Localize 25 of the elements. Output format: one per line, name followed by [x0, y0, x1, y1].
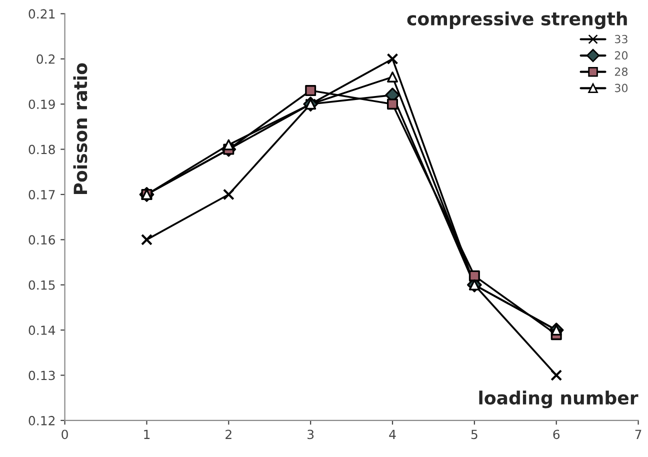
x-tick-label: 3 — [308, 430, 314, 440]
x-tick-label: 2 — [226, 430, 232, 439]
y-tick-label: 0.12 — [28, 416, 55, 426]
y-tick-label: 0.17 — [28, 190, 55, 200]
x-axis-title: loading number — [479, 390, 638, 408]
x-tick-label: 5 — [471, 430, 478, 440]
y-tick-label: 0.18 — [28, 144, 55, 154]
x-tick-label: 0 — [62, 430, 68, 440]
y-tick-label: 0.2 — [36, 54, 55, 64]
y-axis-title: Poisson ratio — [73, 63, 88, 194]
y-tick-label: 0.14 — [28, 326, 56, 335]
y-tick-label: 0.19 — [28, 100, 55, 110]
y-tick-label: 0.16 — [28, 235, 55, 245]
x-tick-label: 4 — [389, 430, 396, 439]
y-tick-label: 0.21 — [28, 9, 55, 19]
legend-label: 30 — [614, 84, 628, 92]
legend-label: 28 — [614, 67, 628, 76]
legend-label: 20 — [614, 51, 628, 60]
x-tick-label: 7 — [635, 430, 642, 439]
legend-title: compressive strength — [407, 12, 627, 30]
legend-label: 33 — [614, 34, 628, 44]
x-tick-label: 1 — [144, 430, 150, 439]
x-tick-label: 6 — [553, 430, 560, 440]
y-tick-label: 0.13 — [28, 370, 55, 380]
y-tick-label: 0.15 — [28, 280, 55, 290]
